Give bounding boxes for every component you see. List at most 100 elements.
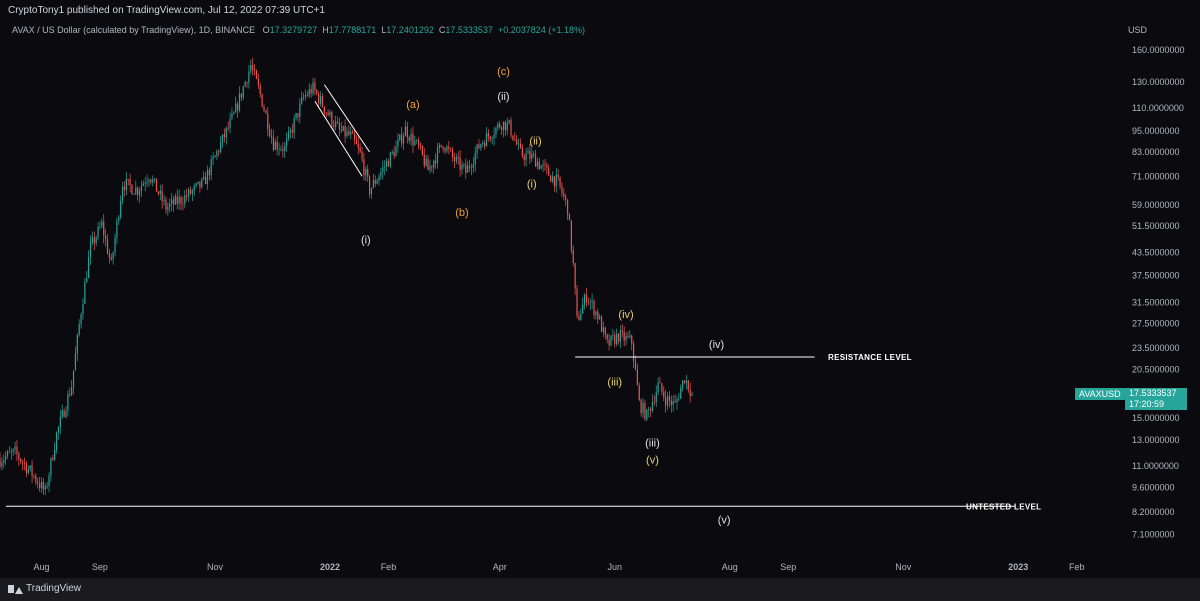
price-tick-label: 27.5000000 bbox=[1132, 319, 1180, 329]
candle-body bbox=[423, 154, 425, 166]
candle-body bbox=[71, 387, 73, 396]
price-chart[interactable]: 160.0000000 130.0000000 110.0000000 95.0000… bbox=[0, 0, 1200, 578]
candle-body bbox=[127, 179, 129, 180]
candle-body bbox=[280, 149, 282, 150]
symbol-legend[interactable]: AVAX / US Dollar (calculated by TradingV… bbox=[12, 25, 585, 35]
wave-label: (v) bbox=[646, 454, 659, 466]
candle-body bbox=[361, 151, 363, 160]
candle-body bbox=[517, 143, 520, 145]
candle-body bbox=[331, 112, 333, 125]
candle-body bbox=[357, 144, 359, 148]
candle-body bbox=[203, 176, 205, 179]
candle-body bbox=[570, 220, 572, 251]
candle-body bbox=[468, 165, 471, 168]
candle-body bbox=[451, 149, 454, 158]
candle-body bbox=[546, 164, 548, 168]
candle-body bbox=[161, 190, 163, 202]
price-tick-label: 110.0000000 bbox=[1132, 103, 1184, 113]
candle-body bbox=[533, 153, 535, 155]
candle-body bbox=[538, 161, 540, 169]
candle-body bbox=[382, 167, 384, 172]
candle-body bbox=[108, 253, 110, 258]
candle-body bbox=[72, 370, 75, 388]
wave-label: (i) bbox=[527, 179, 537, 191]
candle-body bbox=[171, 199, 173, 204]
candle-body bbox=[689, 389, 691, 396]
change-value: +0.2037824 (+1.18%) bbox=[497, 25, 586, 35]
candle-body bbox=[516, 139, 518, 145]
symbol-price-badge: AVAXUSD bbox=[1075, 388, 1125, 400]
high-label: H bbox=[322, 25, 329, 35]
candle-body bbox=[233, 112, 235, 114]
candle-body bbox=[457, 156, 459, 158]
candle-body bbox=[617, 333, 620, 342]
candle-body bbox=[644, 402, 646, 420]
candle-body bbox=[37, 481, 39, 484]
candle-body bbox=[585, 294, 588, 303]
candle-body bbox=[633, 343, 635, 362]
time-tick-label: Aug bbox=[722, 562, 738, 572]
candle-body bbox=[186, 195, 188, 197]
candle-body bbox=[629, 335, 631, 338]
candle-body bbox=[421, 145, 423, 155]
candle-body bbox=[649, 408, 652, 411]
candle-body bbox=[14, 446, 16, 450]
candle-body bbox=[20, 459, 22, 462]
candle-body bbox=[593, 301, 595, 316]
tradingview-brand[interactable]: TradingView bbox=[8, 583, 81, 594]
candle-body bbox=[255, 70, 258, 79]
candle-body bbox=[35, 475, 37, 482]
candle-body bbox=[57, 426, 60, 433]
candle-body bbox=[446, 146, 448, 152]
candle-body bbox=[112, 252, 114, 260]
wave-label: (v) bbox=[718, 515, 731, 527]
candle-body bbox=[304, 94, 307, 97]
candle-body bbox=[350, 131, 352, 135]
candle-body bbox=[61, 410, 63, 417]
candle-body bbox=[238, 93, 241, 111]
candle-body bbox=[534, 153, 537, 167]
price-tick-label: 83.0000000 bbox=[1132, 147, 1180, 157]
candle-body bbox=[131, 185, 133, 194]
price-tick-label: 51.5000000 bbox=[1132, 221, 1180, 231]
candle-body bbox=[402, 136, 405, 144]
candle-body bbox=[493, 134, 495, 139]
candle-body bbox=[682, 380, 684, 388]
candle-body bbox=[214, 155, 216, 158]
candle-body bbox=[367, 169, 369, 177]
candle-body bbox=[599, 316, 601, 320]
candle-body bbox=[259, 85, 261, 95]
header-bar: CryptoTony1 published on TradingView.com… bbox=[0, 0, 1200, 22]
price-tick-label: 7.1000000 bbox=[1132, 529, 1175, 539]
candle-body bbox=[319, 96, 322, 104]
bar-countdown: 17:20:59 bbox=[1129, 399, 1165, 409]
price-tick-label: 71.0000000 bbox=[1132, 171, 1180, 181]
candle-body bbox=[246, 82, 248, 84]
candle-body bbox=[497, 123, 499, 128]
price-tick-label: 13.0000000 bbox=[1132, 435, 1180, 445]
wave-label: (iii) bbox=[645, 437, 660, 449]
candle-body bbox=[369, 176, 371, 195]
candle-body bbox=[195, 183, 197, 186]
wave-label: (b) bbox=[455, 207, 468, 219]
candle-body bbox=[450, 148, 452, 150]
candle-body bbox=[206, 169, 209, 185]
candle-body bbox=[242, 86, 244, 98]
candle-body bbox=[489, 136, 491, 140]
untested-level-label: UNTESTED LEVEL bbox=[966, 502, 1041, 511]
candle-body bbox=[252, 65, 254, 70]
candle-body bbox=[482, 142, 484, 145]
candle-body bbox=[338, 123, 341, 130]
candle-body bbox=[610, 335, 612, 346]
candle-body bbox=[568, 214, 571, 221]
candle-body bbox=[105, 235, 107, 240]
candle-body bbox=[165, 199, 167, 210]
candle-body bbox=[189, 189, 192, 194]
candle-body bbox=[144, 183, 146, 185]
candle-body bbox=[99, 226, 101, 228]
candle-body bbox=[93, 237, 95, 244]
candle-body bbox=[76, 334, 78, 354]
candle-body bbox=[419, 145, 422, 147]
candle-body bbox=[348, 131, 350, 135]
candle-body bbox=[27, 468, 29, 473]
